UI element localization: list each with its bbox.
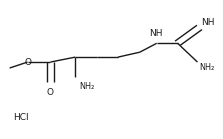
Text: NH₂: NH₂	[199, 63, 215, 72]
Text: O: O	[47, 88, 54, 97]
Text: NH: NH	[149, 29, 163, 38]
Text: HCl: HCl	[13, 113, 28, 122]
Text: O: O	[24, 58, 31, 67]
Text: NH₂: NH₂	[79, 82, 95, 91]
Text: NH: NH	[201, 18, 215, 27]
